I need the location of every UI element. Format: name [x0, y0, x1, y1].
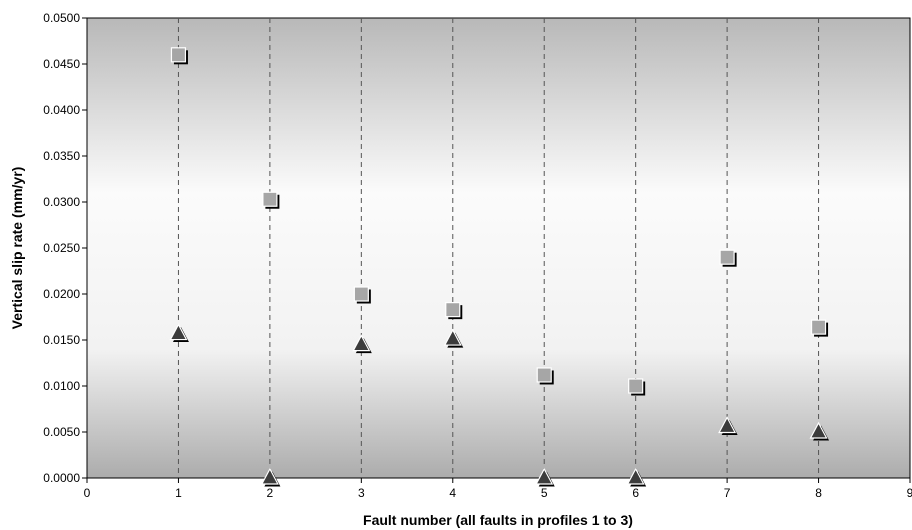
triangle-point-7	[718, 416, 738, 435]
x-tick-label: 3	[358, 486, 365, 500]
y-axis-ticks: 0.0000 0.0050 0.0100 0.0150 0.0200 0.0250 0.03…	[43, 11, 87, 485]
square-point-8	[810, 319, 829, 337]
triangle-point-1	[169, 323, 189, 343]
y-tick-label: 0.0500	[43, 11, 80, 25]
x-tick-label: 2	[267, 486, 274, 500]
data-points	[169, 47, 830, 487]
y-axis-title: Vertical slip rate (mm/yr)	[9, 167, 25, 330]
y-tick-label: 0.0300	[43, 195, 80, 209]
square-point-4	[445, 302, 463, 320]
x-axis-ticks: 0 1 2 3 4 5 6 7 8 9	[84, 478, 912, 500]
y-tick-label: 0.0350	[43, 149, 80, 163]
y-tick-label: 0.0450	[43, 57, 80, 71]
y-tick-label: 0.0000	[43, 471, 80, 485]
y-tick-label: 0.0200	[43, 287, 80, 301]
y-tick-label: 0.0400	[43, 103, 80, 117]
square-point-3	[353, 286, 371, 304]
x-axis-title: Fault number (all faults in profiles 1 t…	[363, 512, 633, 528]
square-point-1	[170, 47, 188, 65]
plot-area	[86, 17, 911, 479]
triangle-point-6	[626, 467, 647, 487]
x-tick-label: 9	[907, 486, 912, 500]
x-tick-label: 1	[175, 486, 182, 500]
x-tick-label: 0	[84, 486, 91, 500]
triangle-point-2	[260, 467, 281, 487]
y-tick-label: 0.0050	[43, 425, 80, 439]
y-tick-label: 0.0150	[43, 333, 80, 347]
x-tick-label: 5	[541, 486, 548, 500]
square-point-5	[536, 367, 554, 385]
triangle-point-5	[535, 467, 555, 487]
triangle-point-3	[352, 334, 372, 354]
x-tick-label: 8	[815, 486, 822, 500]
square-point-6	[628, 378, 646, 396]
y-tick-label: 0.0100	[43, 379, 80, 393]
triangle-point-8	[809, 421, 830, 441]
x-tick-label: 6	[632, 486, 639, 500]
square-point-7	[719, 249, 737, 267]
y-tick-label: 0.0250	[43, 241, 80, 255]
triangle-point-4	[443, 328, 464, 348]
x-tick-label: 7	[724, 486, 731, 500]
vertical-guide-lines	[177, 18, 820, 478]
square-point-2	[262, 191, 280, 209]
x-tick-label: 4	[449, 486, 456, 500]
